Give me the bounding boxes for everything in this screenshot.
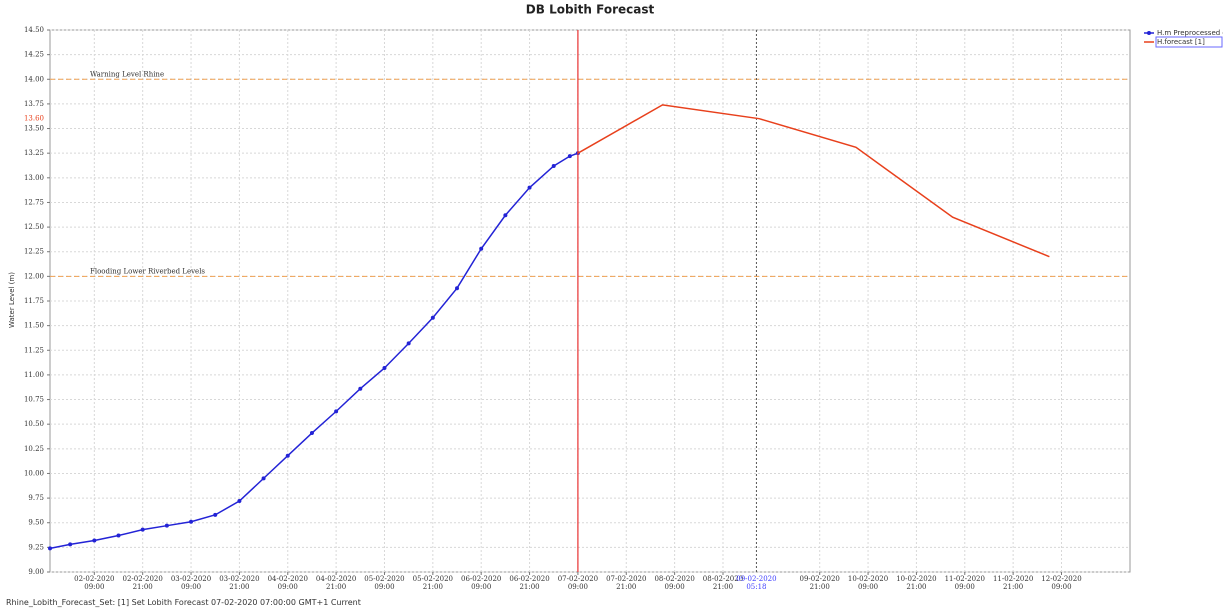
data-point [189,519,194,524]
x-tick-label: 04-02-2020 09:00 [267,575,308,591]
data-point [455,286,460,291]
y-tick-label: 14.25 [24,51,44,59]
x-tick-label: 08-02-2020 21:00 [702,575,744,591]
y-tick-label: 9.00 [28,568,44,576]
y-tick-label: 9.50 [28,519,44,527]
data-point [334,409,339,414]
series-line [577,104,1050,258]
y-tick-label: 14.00 [24,75,44,83]
x-tick-label: 10-02-2020 09:00 [847,575,889,591]
status-bar: Rhine_Lobith_Forecast_Set: [1] Set Lobit… [6,598,361,607]
data-point [358,386,363,391]
data-point [551,163,556,168]
y-tick-label: 11.75 [24,297,44,305]
data-point [503,213,508,218]
y-tick-label: 13.75 [24,100,44,108]
y-tick-label: 10.25 [24,445,44,453]
legend-label: H.m Preprocessed data [1157,29,1223,37]
data-point [164,523,169,528]
y-axis-label: Water Level (m) [8,272,16,328]
reference-label: Warning Level Rhine [90,70,164,78]
x-tick-label: 07-02-2020 21:00 [606,575,647,591]
y-tick-label: 12.00 [24,272,44,280]
y-tick-label: 13.25 [24,149,44,157]
time-marker-label: 09-02-2020 05:18 [736,575,777,591]
series-line [49,152,579,550]
x-tick-label: 04-02-2020 21:00 [315,575,357,591]
x-tick-label: 11-02-2020 09:00 [944,575,985,591]
data-point [68,542,73,547]
x-tick-label: 05-02-2020 21:00 [412,575,453,591]
data-point [92,538,97,543]
x-tick-label: 02-02-2020 21:00 [122,575,163,591]
x-tick-label: 06-02-2020 09:00 [461,575,502,591]
y-tick-label: 10.50 [24,420,44,428]
data-point [430,315,435,320]
y-tick-label: 13.00 [24,174,44,182]
chart-title: DB Lobith Forecast [526,3,655,17]
x-tick-label: 10-02-2020 21:00 [896,575,937,591]
x-tick-label: 02-02-2020 09:00 [74,575,115,591]
data-point [140,527,145,532]
data-point [382,366,387,371]
y-tick-label: 12.25 [24,248,44,256]
y-tick-label: 9.25 [28,543,44,551]
y-tick-label: 14.50 [24,26,44,34]
y-tick-label: 10.75 [24,396,44,404]
legend-label: H.forecast [1] [1157,38,1205,46]
value-marker-label: 13.60 [24,115,44,123]
x-tick-label: 05-02-2020 09:00 [364,575,405,591]
legend-box [1155,36,1223,48]
data-point [237,499,242,504]
data-point [213,512,218,517]
x-tick-label: 07-02-2020 09:00 [557,575,599,591]
y-tick-label: 12.75 [24,198,44,206]
x-tick-label: 08-02-2020 09:00 [654,575,695,591]
x-tick-label: 12-02-2020 09:00 [1041,575,1082,591]
y-tick-label: 10.00 [24,469,44,477]
y-tick-label: 11.00 [24,371,44,379]
y-tick-label: 12.50 [24,223,44,231]
x-tick-label: 03-02-2020 09:00 [170,575,212,591]
data-point [48,546,52,551]
x-tick-label: 03-02-2020 21:00 [219,575,260,591]
x-tick-label: 11-02-2020 21:00 [992,575,1034,591]
y-tick-label: 13.50 [24,125,44,133]
y-tick-label: 11.25 [24,346,44,354]
data-point [309,431,314,436]
data-point [527,185,532,190]
reference-label: Flooding Lower Riverbed Levels [90,267,205,275]
x-tick-label: 06-02-2020 21:00 [509,575,550,591]
data-point [116,533,121,538]
data-point [479,246,484,251]
data-point [567,154,572,159]
y-tick-label: 9.75 [28,494,44,502]
legend-marker [1147,31,1151,35]
y-tick-label: 11.50 [24,322,44,330]
data-point [406,341,411,346]
x-tick-label: 09-02-2020 21:00 [799,575,840,591]
data-point [261,476,266,481]
data-point [285,453,290,458]
